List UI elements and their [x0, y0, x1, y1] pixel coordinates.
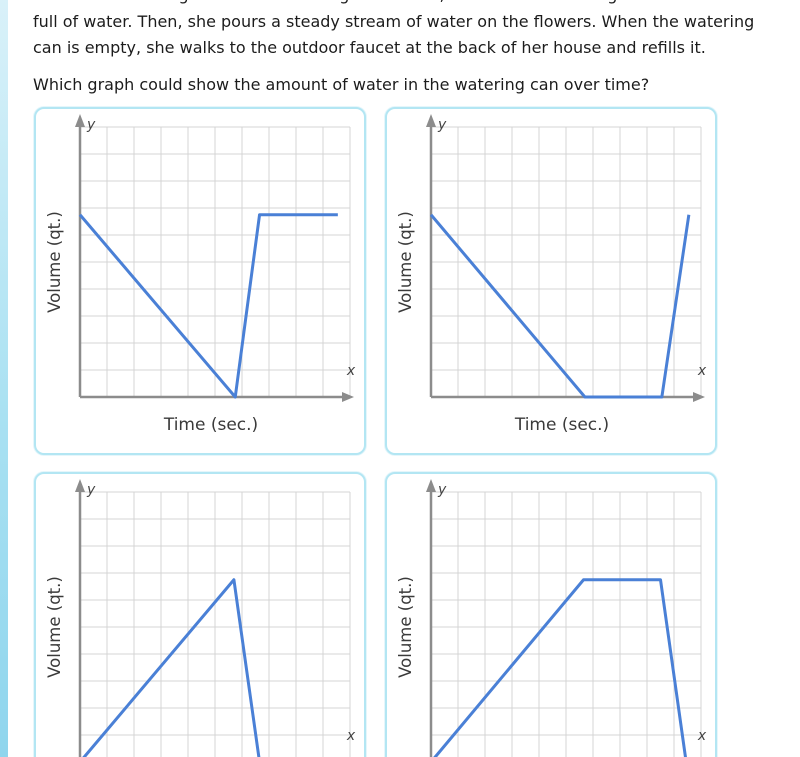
y-axis-letter: y [437, 117, 447, 133]
x-axis-letter: x [346, 363, 356, 379]
y-axis-letter: y [86, 482, 96, 498]
question-text: Which graph could show the amount of wat… [33, 75, 650, 94]
paragraph-line-2: can is empty, she walks to the outdoor f… [33, 37, 706, 57]
y-axis-arrow-icon [426, 479, 436, 492]
y-axis-label: Volume (qt.) [396, 211, 415, 313]
x-axis-arrow-icon [693, 392, 705, 402]
x-axis-letter: x [346, 728, 356, 744]
y-axis-arrow-icon [75, 114, 85, 127]
answer-options: y x Volume (qt.) Time (sec.) y x Volume (qt.)… [34, 107, 773, 757]
x-axis-label: Time (sec.) [514, 415, 609, 435]
y-axis-letter: y [437, 482, 447, 498]
y-axis-label: Volume (qt.) [45, 576, 64, 678]
y-axis-label: Volume (qt.) [396, 576, 415, 678]
y-axis-label: Volume (qt.) [45, 211, 64, 313]
x-axis-letter: x [697, 363, 707, 379]
clipped-text: Tara loves watering the flowers in her g… [33, 0, 773, 5]
y-axis-arrow-icon [75, 479, 85, 492]
page-left-accent [0, 0, 8, 757]
paragraph-line-1: full of water. Then, she pours a steady … [33, 12, 755, 31]
volume-line [429, 213, 691, 399]
graph-option-a[interactable]: y x Volume (qt.) Time (sec.) [34, 107, 366, 455]
graph-a-canvas: y x Volume (qt.) Time (sec.) [45, 114, 356, 435]
graph-option-b[interactable]: y x Volume (qt.) Time (sec.) [385, 107, 717, 455]
x-axis-label: Time (sec.) [163, 415, 258, 435]
x-axis-letter: x [697, 728, 707, 744]
graph-b-canvas: y x Volume (qt.) Time (sec.) [396, 114, 707, 435]
volume-line [433, 578, 687, 757]
volume-line [78, 213, 338, 399]
x-axis-arrow-icon [342, 392, 354, 402]
problem-paragraph: full of water. Then, she pours a steady … [33, 9, 773, 60]
y-axis-letter: y [86, 117, 96, 133]
clipped-text-line: Tara loves watering the flowers in her g… [33, 0, 773, 6]
volume-line [82, 578, 261, 757]
y-axis-arrow-icon [426, 114, 436, 127]
